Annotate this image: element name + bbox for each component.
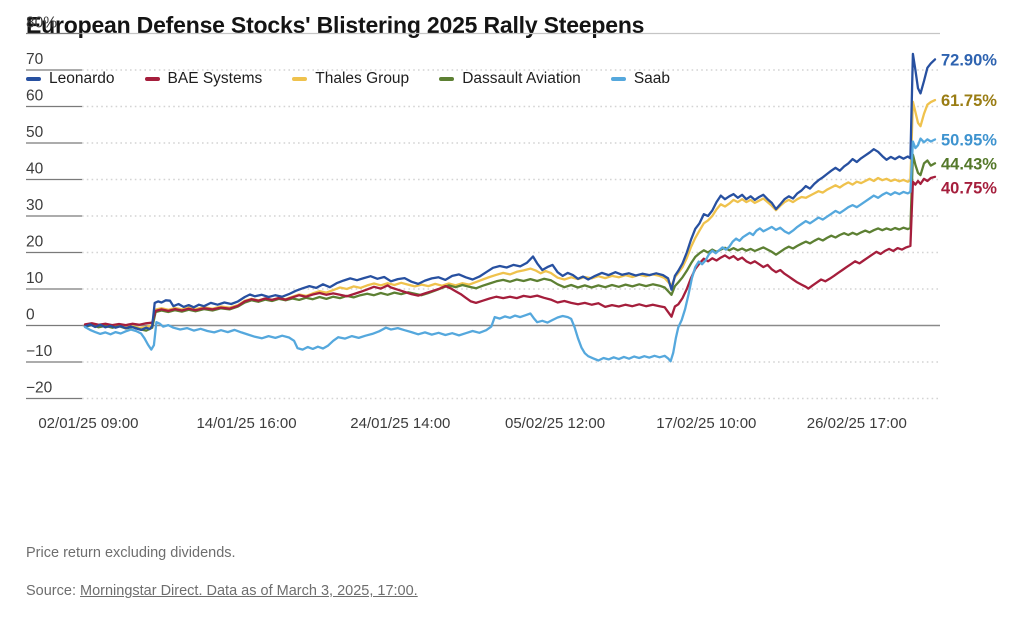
legend-item-thales-group: Thales Group [292,70,409,88]
legend-item-dassault-aviation: Dassault Aviation [439,70,581,88]
y-axis-label: −10 [26,343,53,360]
legend-label: Thales Group [315,70,410,87]
y-axis-label: 20 [26,234,44,251]
source-link[interactable]: Morningstar Direct. Data as of March 3, … [80,583,418,599]
footnote: Price return excluding dividends. [26,545,236,561]
end-value-label-bae-systems: 40.75% [941,180,997,198]
y-axis-label: 40 [26,161,44,178]
series-line-bae-systems [83,175,937,327]
legend-swatch-icon [292,77,308,81]
y-axis-label: 80% [26,15,57,32]
legend-label: Dassault Aviation [462,70,581,87]
y-axis-label: 50 [26,124,44,141]
legend-item-bae-systems: BAE Systems [144,70,263,88]
y-axis-label: 10 [26,270,44,287]
x-axis-label: 26/02/25 17:00 [807,415,907,432]
legend-swatch-icon [439,77,455,81]
series-line-leonardo [83,52,937,332]
series-line-saab [83,137,937,363]
legend-label: BAE Systems [167,70,263,87]
end-value-label-dassault-aviation: 44.43% [941,156,997,174]
x-axis-label: 02/01/25 09:00 [38,415,138,432]
legend-label: Leonardo [49,70,115,87]
legend-swatch-icon [26,77,41,81]
legend-label: Saab [633,70,671,87]
y-axis-label: 0 [26,307,35,324]
legend-item-leonardo: Leonardo [26,70,115,88]
end-value-label-saab: 50.95% [941,132,997,150]
series-line-thales-group [83,98,937,330]
y-axis-label: 30 [26,197,44,214]
end-value-label-leonardo: 72.90% [941,51,997,69]
x-axis-label: 24/01/25 14:00 [350,415,450,432]
legend-swatch-icon [610,77,626,81]
source-prefix: Source: [26,583,80,599]
legend-item-saab: Saab [610,70,671,88]
legend: Leonardo BAE Systems Thales Group Dassault … [26,70,670,88]
y-axis-label: 60 [26,88,44,105]
x-axis-label: 14/01/25 16:00 [196,415,296,432]
y-axis-label: 70 [26,51,44,68]
end-value-label-thales-group: 61.75% [941,92,997,110]
x-axis-label: 05/02/25 12:00 [505,415,605,432]
price-return-line-chart: 80% 70 60 50 40 30 20 10 0 −10 −20 02/01/25 09:00 14… [26,15,997,432]
source-line: Source: Morningstar Direct. Data as of M… [26,583,418,599]
y-axis-label: −20 [26,380,53,397]
x-axis-label: 17/02/25 10:00 [656,415,756,432]
legend-swatch-icon [144,77,160,81]
